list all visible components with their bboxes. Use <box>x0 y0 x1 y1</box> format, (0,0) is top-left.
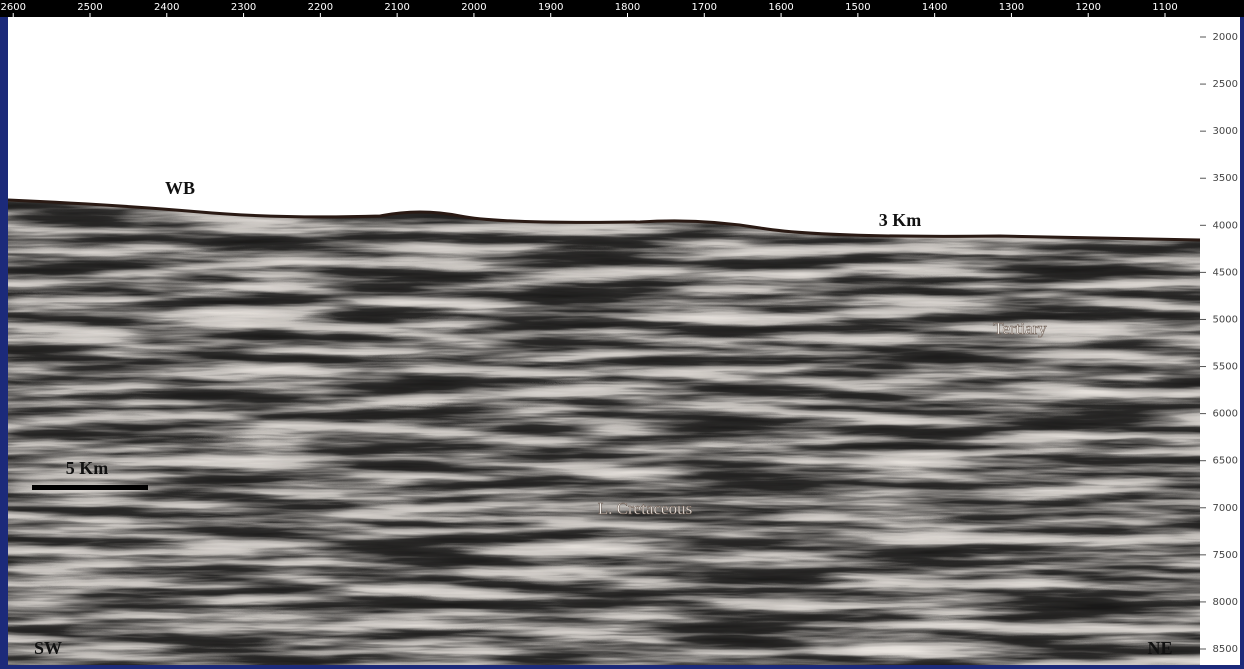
top-tick-label: 1200 <box>1075 2 1100 13</box>
top-tick-label: 1100 <box>1152 2 1177 13</box>
top-axis-bar <box>0 0 1244 17</box>
scale-bar <box>32 485 148 490</box>
top-tick-label: 2100 <box>384 2 409 13</box>
top-tick-label: 2200 <box>308 2 333 13</box>
top-tick-label: 1900 <box>538 2 563 13</box>
top-tick-label: 2600 <box>0 2 25 13</box>
right-tick-label: 8000 <box>1213 597 1238 608</box>
top-tick-label: 2300 <box>231 2 256 13</box>
right-tick-label: 6000 <box>1213 409 1238 420</box>
water-bottom-label: WB <box>165 178 195 198</box>
top-tick-label: 1600 <box>768 2 793 13</box>
right-tick-label: 5000 <box>1213 314 1238 325</box>
right-tick-label: 7000 <box>1213 503 1238 514</box>
right-tick-label: 6500 <box>1213 456 1238 467</box>
right-tick-label: 8500 <box>1213 644 1238 655</box>
top-tick-label: 1400 <box>922 2 947 13</box>
top-tick-label: 2000 <box>461 2 486 13</box>
top-tick-label: 1700 <box>692 2 717 13</box>
right-axis-panel <box>1200 17 1240 665</box>
sea-floor <box>7 198 1201 242</box>
right-tick-label: 3000 <box>1213 126 1238 137</box>
right-tick-label: 4000 <box>1213 220 1238 231</box>
distance-label: 3 Km <box>879 210 922 230</box>
southwest-label: SW <box>34 638 62 658</box>
right-tick-label: 7500 <box>1213 550 1238 561</box>
right-tick-label: 3500 <box>1213 173 1238 184</box>
right-tick-label: 4500 <box>1213 267 1238 278</box>
top-tick-label: 1300 <box>999 2 1024 13</box>
top-tick-label: 1500 <box>845 2 870 13</box>
tertiary-label: Tertiary <box>993 319 1047 338</box>
scale-bar-label: 5 Km <box>66 458 109 478</box>
top-tick-label: 1800 <box>615 2 640 13</box>
cretaceous-label: L. Cretaceous <box>598 499 692 518</box>
right-tick-label: 5500 <box>1213 362 1238 373</box>
northeast-label: NE <box>1147 638 1172 658</box>
top-tick-label: 2400 <box>154 2 179 13</box>
right-tick-label: 2000 <box>1213 32 1238 43</box>
seismic-section <box>8 200 1200 665</box>
top-tick-label: 2500 <box>77 2 102 13</box>
right-tick-label: 2500 <box>1213 79 1238 90</box>
